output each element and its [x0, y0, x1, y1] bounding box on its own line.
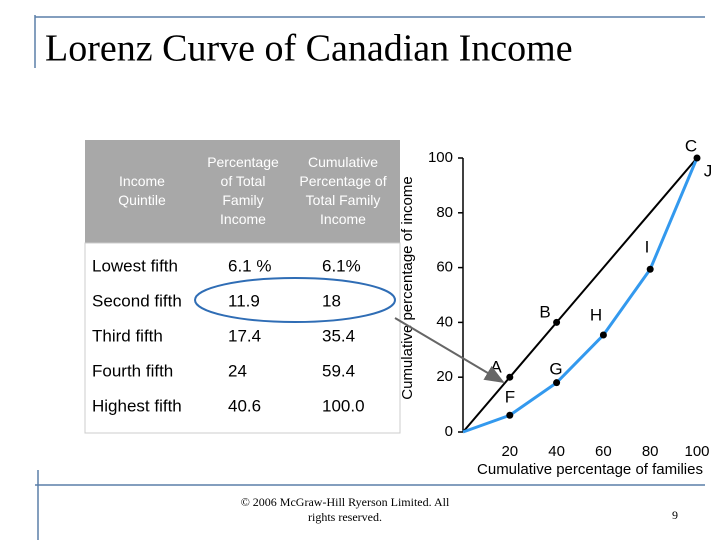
x-tick-label: 100 [684, 443, 709, 460]
table-cell: Lowest fifth [92, 256, 178, 275]
slide-title: Lorenz Curve of Canadian Income [45, 28, 573, 70]
table-header-bg [85, 140, 400, 243]
page-number: 9 [672, 508, 678, 522]
point-label: B [539, 302, 550, 321]
point [506, 411, 514, 419]
point [553, 318, 561, 326]
point-label: J [704, 161, 713, 180]
point-label: C [685, 136, 697, 155]
table-header: Family [222, 192, 263, 208]
table-cell: 100.0 [322, 396, 365, 415]
point-label: G [549, 359, 562, 378]
x-tick-label: 60 [595, 443, 612, 460]
table-header: Percentage of [299, 173, 386, 189]
table-header: Total Family [306, 192, 381, 208]
table-cell: Highest fifth [92, 396, 182, 415]
table-cell: 40.6 [228, 396, 261, 415]
table-header: Percentage [207, 154, 279, 170]
y-tick-label: 100 [428, 149, 453, 166]
table-cell: 6.1% [322, 256, 361, 275]
y-tick-label: 80 [436, 204, 453, 221]
copyright: © 2006 McGraw-Hill Ryerson Limited. All [241, 495, 450, 509]
point [553, 379, 561, 387]
arrow [394, 317, 505, 384]
table-header: Income [119, 173, 165, 189]
table-body [84, 242, 401, 434]
series-line [462, 157, 698, 433]
series-line [462, 157, 699, 434]
table-cell: Second fifth [92, 291, 182, 310]
table-header: Quintile [118, 192, 166, 208]
point [693, 154, 701, 162]
highlight-ellipse [194, 277, 396, 323]
y-tick-label: 60 [436, 259, 453, 276]
table-cell: 18 [322, 291, 341, 310]
table-header: Income [320, 211, 366, 227]
point-label: F [505, 387, 515, 406]
table-cell: Fourth fifth [92, 361, 173, 380]
x-tick-label: 20 [501, 443, 518, 460]
table-header: Cumulative [308, 154, 378, 170]
y-tick-label: 20 [436, 368, 453, 385]
x-tick-label: 80 [642, 443, 659, 460]
point [506, 373, 514, 381]
table-cell: Third fifth [92, 326, 163, 345]
point-label: I [645, 237, 650, 256]
table-cell: 11.9 [228, 291, 260, 310]
copyright: rights reserved. [308, 510, 382, 524]
table-cell: 35.4 [322, 326, 355, 345]
point [646, 265, 654, 273]
x-tick-label: 40 [548, 443, 565, 460]
y-tick-label: 40 [436, 313, 453, 330]
table-cell: 17.4 [228, 326, 261, 345]
point-label: H [590, 305, 602, 324]
y-axis-label: Cumulative percentage of income [399, 176, 416, 399]
y-tick-label: 0 [445, 423, 453, 440]
point [599, 331, 607, 339]
table-cell: 59.4 [322, 361, 355, 380]
point-label: A [490, 357, 502, 376]
x-axis-label: Cumulative percentage of families [477, 461, 703, 478]
table-header: Income [220, 211, 266, 227]
table-cell: 6.1 % [228, 256, 271, 275]
table-header: of Total [221, 173, 266, 189]
table-cell: 24 [228, 361, 247, 380]
